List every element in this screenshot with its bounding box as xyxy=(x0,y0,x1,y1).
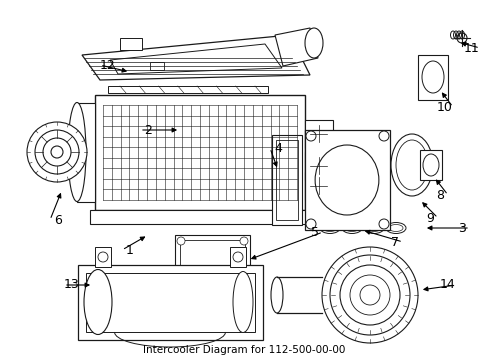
Text: 3: 3 xyxy=(457,221,465,234)
Text: 9: 9 xyxy=(425,212,433,225)
Ellipse shape xyxy=(388,225,402,231)
Bar xyxy=(120,38,142,50)
Ellipse shape xyxy=(395,140,427,190)
Polygon shape xyxy=(110,44,282,74)
Circle shape xyxy=(329,255,409,335)
Text: 11: 11 xyxy=(463,41,479,54)
Circle shape xyxy=(98,252,108,262)
Text: Intercooler Diagram for 112-500-00-00: Intercooler Diagram for 112-500-00-00 xyxy=(142,345,345,355)
Text: 5: 5 xyxy=(310,225,318,239)
Circle shape xyxy=(177,237,184,245)
Bar xyxy=(229,247,245,267)
Bar xyxy=(95,95,305,210)
Bar xyxy=(77,103,95,202)
Circle shape xyxy=(240,273,247,281)
Bar xyxy=(305,130,389,230)
Circle shape xyxy=(51,146,63,158)
Text: 2: 2 xyxy=(144,123,152,136)
Circle shape xyxy=(232,252,243,262)
Circle shape xyxy=(177,273,184,281)
Circle shape xyxy=(359,285,379,305)
Text: 14: 14 xyxy=(439,279,455,292)
Text: 7: 7 xyxy=(390,235,398,248)
Polygon shape xyxy=(108,86,267,93)
Polygon shape xyxy=(274,28,317,66)
Circle shape xyxy=(35,130,79,174)
Text: 8: 8 xyxy=(435,189,443,202)
Text: 10: 10 xyxy=(436,100,452,113)
Ellipse shape xyxy=(270,277,283,313)
Ellipse shape xyxy=(232,271,252,333)
Ellipse shape xyxy=(385,222,405,234)
Ellipse shape xyxy=(421,61,443,93)
Bar xyxy=(86,273,254,332)
Bar xyxy=(419,150,441,180)
Circle shape xyxy=(27,122,87,182)
Circle shape xyxy=(378,219,388,229)
Ellipse shape xyxy=(323,225,336,231)
Circle shape xyxy=(339,265,399,325)
Bar xyxy=(180,240,244,278)
Text: 1: 1 xyxy=(126,243,134,257)
Ellipse shape xyxy=(345,225,358,231)
Ellipse shape xyxy=(366,225,380,231)
Bar xyxy=(95,247,111,267)
Circle shape xyxy=(378,131,388,141)
Text: 4: 4 xyxy=(273,141,282,154)
Ellipse shape xyxy=(68,103,86,202)
Bar xyxy=(175,235,249,283)
Circle shape xyxy=(240,237,247,245)
Circle shape xyxy=(349,275,389,315)
Ellipse shape xyxy=(305,28,323,58)
Ellipse shape xyxy=(314,145,378,215)
Bar xyxy=(305,120,332,148)
Circle shape xyxy=(456,33,466,43)
Circle shape xyxy=(305,131,315,141)
Ellipse shape xyxy=(341,222,361,234)
Bar xyxy=(78,265,263,340)
Text: 12: 12 xyxy=(100,59,116,72)
Circle shape xyxy=(305,219,315,229)
Polygon shape xyxy=(82,35,309,80)
Text: 13: 13 xyxy=(64,279,80,292)
Bar xyxy=(305,152,332,180)
Bar xyxy=(305,172,332,200)
Bar xyxy=(150,62,163,70)
Ellipse shape xyxy=(84,270,112,334)
Circle shape xyxy=(321,247,417,343)
Bar xyxy=(275,140,297,220)
Bar xyxy=(417,55,447,100)
Ellipse shape xyxy=(363,222,383,234)
Ellipse shape xyxy=(319,222,339,234)
Text: 6: 6 xyxy=(54,213,62,226)
Ellipse shape xyxy=(422,154,438,176)
Ellipse shape xyxy=(390,134,432,196)
Bar xyxy=(271,135,302,225)
Bar xyxy=(90,210,309,224)
Circle shape xyxy=(43,138,71,166)
